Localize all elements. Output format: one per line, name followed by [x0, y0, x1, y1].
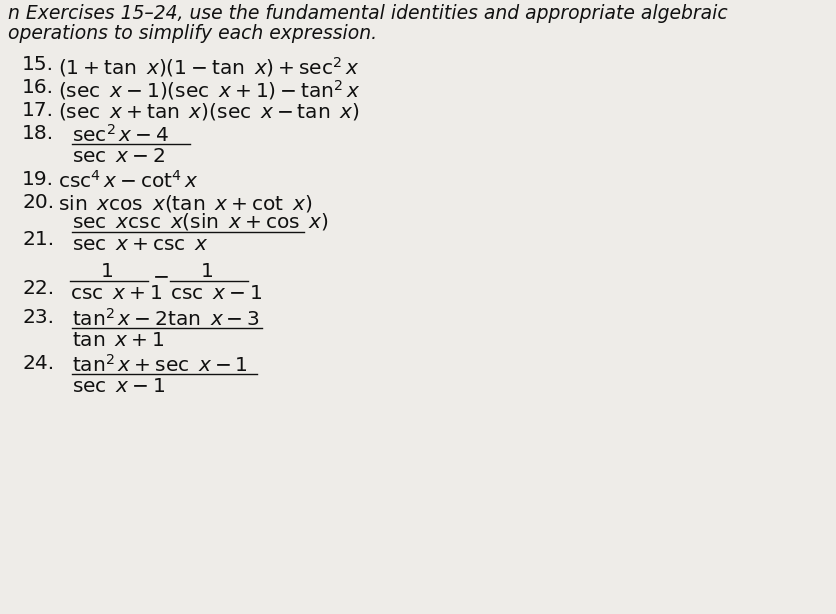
- Text: $\csc\ x + 1$: $\csc\ x + 1$: [70, 284, 162, 303]
- Text: $(\sec\ x - 1)(\sec\ x + 1) - \tan^2 x$: $(\sec\ x - 1)(\sec\ x + 1) - \tan^2 x$: [58, 78, 360, 102]
- Text: 19.: 19.: [22, 170, 54, 189]
- Text: $\sec\ x - 2$: $\sec\ x - 2$: [72, 147, 165, 166]
- Text: $\sin\ x \cos\ x(\tan\ x + \cot\ x)$: $\sin\ x \cos\ x(\tan\ x + \cot\ x)$: [58, 193, 312, 214]
- Text: 20.: 20.: [22, 193, 54, 212]
- Text: 24.: 24.: [22, 354, 54, 373]
- Text: $\tan^2 x - 2\tan\ x - 3$: $\tan^2 x - 2\tan\ x - 3$: [72, 308, 260, 330]
- Text: $\tan\ x + 1$: $\tan\ x + 1$: [72, 331, 164, 350]
- Text: 22.: 22.: [22, 279, 54, 298]
- Text: 21.: 21.: [22, 230, 54, 249]
- Text: 16.: 16.: [22, 78, 54, 97]
- Text: $\tan^2 x + \sec\ x - 1$: $\tan^2 x + \sec\ x - 1$: [72, 354, 247, 376]
- Text: $1$: $1$: [99, 262, 113, 281]
- Text: $-$: $-$: [152, 266, 169, 285]
- Text: $\sec\ x - 1$: $\sec\ x - 1$: [72, 377, 166, 396]
- Text: $\csc\ x - 1$: $\csc\ x - 1$: [170, 284, 262, 303]
- Text: n Exercises 15–24, use the fundamental identities and appropriate algebraic: n Exercises 15–24, use the fundamental i…: [8, 4, 726, 23]
- Text: 18.: 18.: [22, 124, 54, 143]
- Text: $\sec\ x + \csc\ x$: $\sec\ x + \csc\ x$: [72, 235, 209, 254]
- Text: $(1 + \tan\ x)(1 - \tan\ x) + \sec^2 x$: $(1 + \tan\ x)(1 - \tan\ x) + \sec^2 x$: [58, 55, 359, 79]
- Text: $\sec\ x \csc\ x(\sin\ x + \cos\ x)$: $\sec\ x \csc\ x(\sin\ x + \cos\ x)$: [72, 211, 329, 232]
- Text: operations to simplify each expression.: operations to simplify each expression.: [8, 24, 377, 43]
- Text: $(\sec\ x + \tan\ x)(\sec\ x - \tan\ x)$: $(\sec\ x + \tan\ x)(\sec\ x - \tan\ x)$: [58, 101, 359, 122]
- Text: $\csc^4 x - \cot^4 x$: $\csc^4 x - \cot^4 x$: [58, 170, 198, 192]
- Text: $\sec^2 x - 4$: $\sec^2 x - 4$: [72, 124, 169, 146]
- Text: $1$: $1$: [200, 262, 212, 281]
- Text: 15.: 15.: [22, 55, 54, 74]
- Text: 17.: 17.: [22, 101, 54, 120]
- Text: 23.: 23.: [22, 308, 54, 327]
